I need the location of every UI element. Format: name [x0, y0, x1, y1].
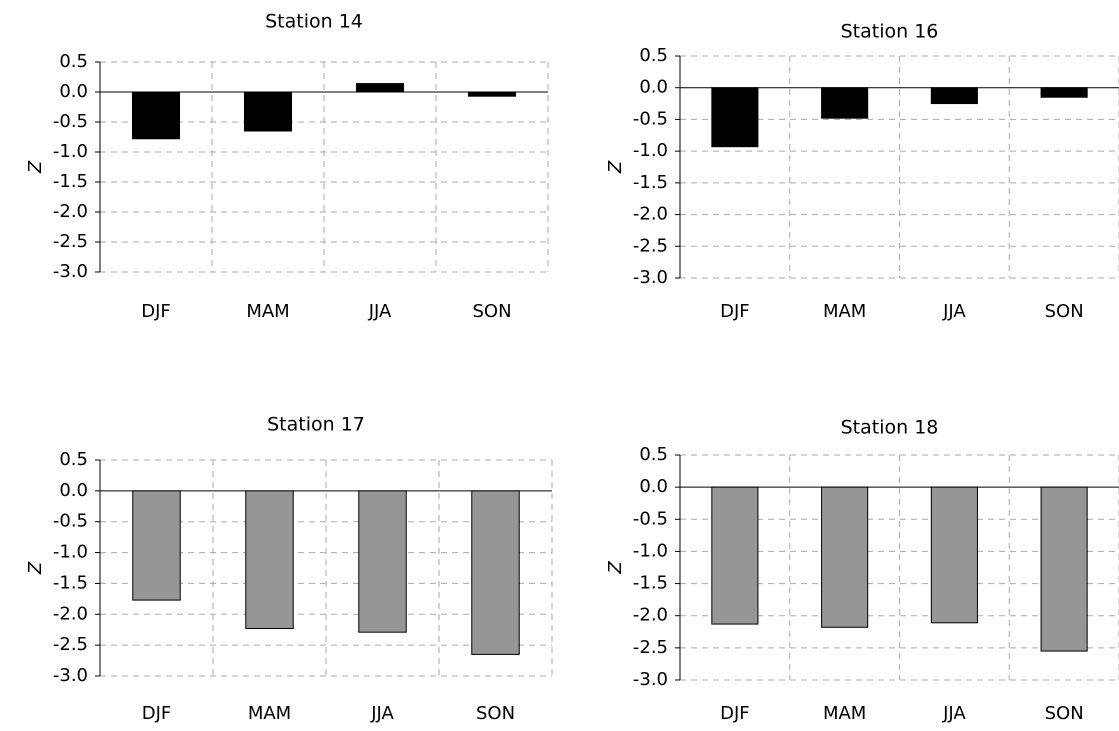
y-tick-label: -0.5 — [633, 108, 668, 129]
chart-title: Station 18 — [841, 417, 939, 439]
y-tick-label: 0.5 — [639, 444, 668, 465]
y-tick-label: -2.5 — [53, 231, 88, 252]
y-tick-label: -1.0 — [633, 540, 668, 561]
x-tick-label: DJF — [720, 301, 750, 322]
y-tick-label: -2.0 — [633, 605, 668, 626]
x-tick-label: JJA — [942, 301, 966, 322]
y-tick-label: -1.5 — [53, 572, 88, 593]
bar — [1040, 87, 1088, 98]
bar — [711, 87, 759, 148]
y-tick-label: -1.0 — [53, 141, 88, 162]
y-tick-label: -2.5 — [633, 235, 668, 256]
x-tick-label: JJA — [942, 703, 966, 724]
y-axis-label: Z — [25, 561, 46, 575]
y-tick-label: 0.0 — [639, 77, 668, 98]
bar — [131, 91, 181, 140]
y-tick-label: -2.0 — [633, 204, 668, 225]
bar — [821, 87, 869, 119]
y-tick-label: -1.5 — [633, 573, 668, 594]
chart-title: Station 14 — [265, 11, 363, 33]
x-tick-label: JJA — [370, 703, 394, 724]
y-tick-label: -1.0 — [53, 542, 88, 563]
y-tick-label: -3.0 — [633, 267, 668, 288]
y-tick-label: -3.0 — [633, 669, 668, 690]
y-tick-label: -1.0 — [633, 140, 668, 161]
chart-panel: Station 14 Z 0.5 0.0 -0.5 -1.0 -1.5 -2.0 -2.5 -3.… — [25, 11, 549, 322]
bar — [930, 486, 978, 624]
y-tick-label: -0.5 — [633, 508, 668, 529]
y-tick-label: 0.5 — [59, 51, 88, 72]
y-tick-label: -0.5 — [53, 111, 88, 132]
bar — [1040, 486, 1088, 652]
y-axis-label: Z — [605, 160, 626, 174]
x-tick-label: MAM — [246, 301, 289, 322]
y-tick-label: -1.5 — [53, 171, 88, 192]
y-tick-label: -3.0 — [53, 665, 88, 686]
chart-title: Station 16 — [841, 21, 939, 43]
y-tick-label: -2.0 — [53, 603, 88, 624]
x-tick-label: SON — [1045, 301, 1084, 322]
y-tick-label: -3.0 — [53, 261, 88, 282]
x-tick-label: SON — [1045, 703, 1084, 724]
bar — [132, 490, 181, 601]
chart-panel: Station 18 Z 0.5 0.0 -0.5 -1.0 -1.5 -2.0 -2.5 -3.… — [605, 417, 1119, 724]
bar — [821, 486, 869, 628]
y-tick-label: -2.0 — [53, 201, 88, 222]
bar — [358, 490, 407, 633]
bar — [711, 486, 759, 625]
bar — [243, 91, 293, 132]
y-tick-label: 0.5 — [639, 45, 668, 66]
y-axis-label: Z — [25, 160, 46, 174]
bar — [930, 87, 978, 105]
y-tick-label: -0.5 — [53, 511, 88, 532]
bar — [355, 83, 405, 93]
y-tick-label: 0.0 — [59, 81, 88, 102]
y-axis-label: Z — [605, 561, 626, 575]
x-tick-label: MAM — [823, 703, 866, 724]
y-tick-label: -2.5 — [633, 637, 668, 658]
y-tick-label: 0.0 — [59, 480, 88, 501]
x-tick-label: SON — [476, 703, 515, 724]
x-tick-label: SON — [472, 301, 511, 322]
y-tick-label: -1.5 — [633, 172, 668, 193]
chart-panel: Station 16 Z 0.5 0.0 -0.5 -1.0 -1.5 -2.0 -2.5 -3.… — [605, 21, 1119, 322]
x-tick-label: DJF — [720, 703, 750, 724]
bar — [467, 91, 517, 97]
x-tick-label: DJF — [141, 301, 171, 322]
chart-title: Station 17 — [267, 414, 365, 436]
y-tick-label: 0.5 — [59, 449, 88, 470]
chart-panel: Station 17 Z 0.5 0.0 -0.5 -1.0 -1.5 -2.0 -2.5 -3.… — [25, 414, 553, 724]
x-tick-label: DJF — [142, 703, 172, 724]
y-tick-label: 0.0 — [639, 476, 668, 497]
bar — [245, 490, 294, 629]
bar — [471, 490, 520, 655]
x-tick-label: JJA — [368, 301, 392, 322]
y-tick-label: -2.5 — [53, 634, 88, 655]
x-tick-label: MAM — [823, 301, 866, 322]
x-tick-label: MAM — [248, 703, 291, 724]
